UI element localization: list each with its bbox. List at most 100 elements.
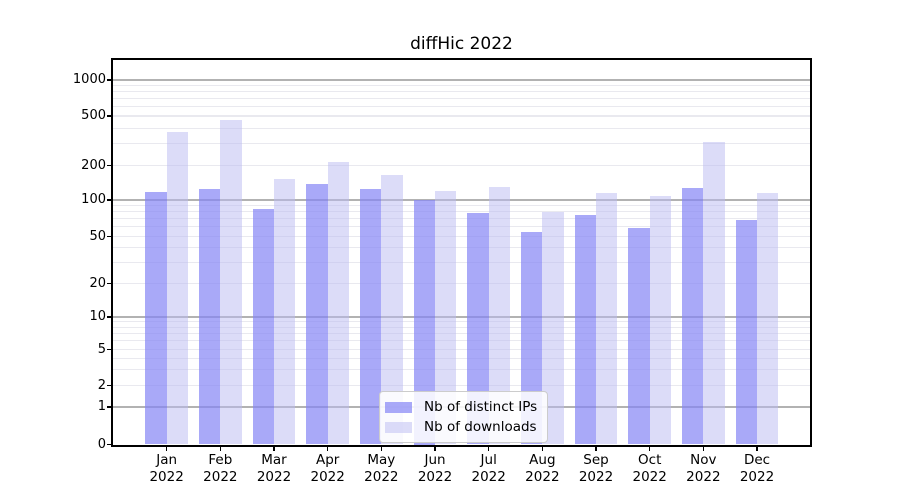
- y-tick-label: 0: [97, 436, 106, 452]
- y-tick-mark: [106, 235, 111, 238]
- bar-distinct-ips-oct: [628, 227, 650, 445]
- y-tick-label: 200: [81, 157, 106, 173]
- x-tick-year: 2022: [578, 468, 614, 485]
- bar-downloads-sep: [596, 192, 618, 445]
- x-tick-label: Nov 2022: [667, 452, 739, 485]
- y-tick-mark: [106, 406, 111, 408]
- minor-gridline: [113, 235, 810, 238]
- x-tick-month: Sep: [583, 452, 609, 468]
- y-tick-mark: [106, 348, 111, 351]
- y-tick-label: 1000: [72, 72, 106, 87]
- x-tick-mark: [648, 446, 651, 451]
- legend: Nb of distinct IPs Nb of downloads: [379, 391, 549, 443]
- x-tick-month: Nov: [690, 452, 717, 468]
- minor-gridline: [113, 211, 810, 213]
- minor-gridline: [113, 282, 810, 285]
- x-tick-mark: [380, 446, 383, 451]
- bar-downloads-may: [381, 175, 403, 445]
- legend-swatch: [385, 401, 412, 413]
- bar-downloads-jun: [435, 190, 457, 445]
- minor-gridline: [113, 143, 810, 145]
- minor-gridline: [113, 384, 810, 387]
- bar-distinct-ips-jun: [413, 200, 435, 445]
- minor-gridline: [113, 105, 810, 108]
- x-tick-month: Dec: [743, 452, 771, 468]
- chart-title: diffHic 2022: [410, 34, 513, 54]
- bar-downloads-mar: [274, 179, 296, 445]
- x-tick-label: Jun 2022: [399, 452, 471, 485]
- x-tick-year: 2022: [203, 468, 238, 485]
- x-tick-year: 2022: [471, 468, 506, 485]
- bar-downloads-aug: [542, 211, 564, 445]
- minor-gridline: [113, 97, 810, 100]
- x-tick-month: Mar: [261, 452, 287, 468]
- y-tick-label: 100: [81, 192, 106, 207]
- minor-gridline: [113, 247, 810, 249]
- x-tick-mark: [434, 446, 436, 451]
- bar-distinct-ips-mar: [252, 208, 274, 445]
- x-tick-month: Jan: [156, 452, 178, 468]
- x-tick-label: May 2022: [345, 452, 417, 485]
- x-tick-year: 2022: [256, 468, 292, 485]
- minor-gridline: [113, 326, 810, 328]
- x-tick-month: Apr: [315, 452, 340, 468]
- bar-downloads-jan: [166, 131, 189, 445]
- bar-distinct-ips-apr: [306, 183, 328, 445]
- minor-gridline: [113, 262, 810, 264]
- minor-gridline: [113, 127, 810, 129]
- x-tick-year: 2022: [686, 468, 721, 485]
- x-tick-month: Feb: [208, 452, 233, 468]
- y-tick-label: 500: [81, 108, 106, 123]
- bar-downloads-feb: [220, 120, 242, 445]
- y-tick-mark: [106, 316, 111, 318]
- y-tick-label: 5: [97, 341, 106, 357]
- y-tick-label: 1: [97, 399, 106, 414]
- x-tick-label: Apr 2022: [292, 452, 364, 485]
- major-gridline: [113, 316, 810, 318]
- minor-gridline: [113, 84, 810, 87]
- plot-area: Nb of distinct IPs Nb of downloads: [111, 57, 812, 447]
- y-tick-mark: [106, 384, 111, 387]
- x-tick-year: 2022: [310, 468, 345, 485]
- x-tick-label: Aug 2022: [506, 452, 578, 485]
- x-tick-mark: [165, 446, 168, 451]
- y-tick-label: 20: [89, 275, 106, 291]
- x-tick-mark: [219, 446, 222, 451]
- x-tick-year: 2022: [417, 468, 453, 485]
- y-tick-label: 50: [89, 228, 106, 244]
- minor-gridline: [113, 164, 810, 167]
- minor-gridline: [113, 115, 810, 117]
- bar-distinct-ips-dec: [735, 219, 758, 445]
- y-tick-mark: [106, 164, 111, 167]
- x-tick-year: 2022: [739, 468, 775, 485]
- x-tick-label: Jul 2022: [453, 452, 525, 485]
- major-gridline: [113, 199, 810, 201]
- x-tick-label: Feb 2022: [184, 452, 256, 485]
- y-tick-mark: [106, 282, 111, 285]
- y-tick-mark: [106, 79, 111, 81]
- x-tick-year: 2022: [632, 468, 667, 485]
- x-tick-mark: [273, 446, 275, 451]
- x-tick-mark: [326, 446, 329, 451]
- bar-downloads-jul: [488, 186, 511, 445]
- x-tick-year: 2022: [525, 468, 560, 485]
- bar-distinct-ips-feb: [198, 188, 221, 445]
- minor-gridline: [113, 333, 810, 335]
- bar-downloads-nov: [703, 141, 725, 445]
- x-tick-label: Sep 2022: [560, 452, 632, 485]
- x-tick-label: Dec 2022: [721, 452, 793, 485]
- bar-distinct-ips-jan: [145, 191, 167, 445]
- minor-gridline: [113, 204, 810, 207]
- major-gridline: [113, 79, 810, 81]
- legend-item: Nb of downloads: [385, 417, 537, 437]
- bar-distinct-ips-sep: [574, 215, 597, 445]
- x-tick-mark: [702, 446, 705, 451]
- y-tick-label: 2: [97, 377, 106, 393]
- x-tick-label: Oct 2022: [614, 452, 686, 485]
- x-tick-month: May: [367, 452, 396, 468]
- x-tick-label: Jan 2022: [131, 452, 203, 485]
- minor-gridline: [113, 369, 810, 371]
- legend-item: Nb of distinct IPs: [385, 397, 537, 417]
- y-tick-mark: [106, 443, 111, 446]
- minor-gridline: [113, 226, 810, 228]
